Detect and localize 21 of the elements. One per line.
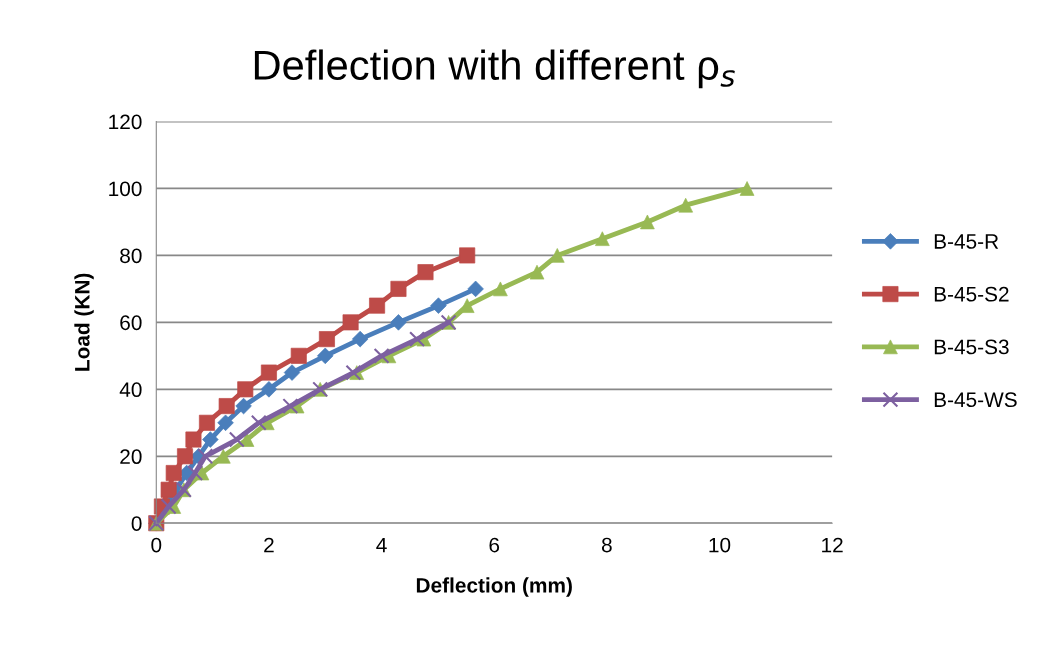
x-tick-label: 10	[709, 537, 731, 553]
chart-title: Deflection with different ρ$_{s}$	[254, 49, 735, 89]
x-tick-label: 0	[151, 537, 162, 553]
x-tick-label: 4	[376, 537, 387, 553]
y-tick-label: 20	[120, 449, 142, 465]
legend-label: B-45-S3	[934, 339, 1009, 355]
legend-label: B-45-S2	[934, 286, 1009, 302]
y-tick-label: 0	[131, 516, 142, 531]
y-axis-title: Load (KN)	[74, 273, 94, 371]
legend-label: B-45-R	[934, 234, 999, 249]
x-axis-title: Deflection (mm)	[416, 577, 572, 597]
x-tick-label: 6	[489, 537, 500, 553]
y-tick-label: 80	[120, 248, 142, 264]
y-tick-label: 100	[109, 181, 142, 197]
y-tick-label: 60	[120, 315, 142, 331]
y-tick-label: 120	[109, 114, 142, 130]
x-tick-label: 2	[264, 537, 274, 553]
y-tick-label: 40	[119, 382, 142, 398]
x-tick-label: 12	[822, 537, 843, 553]
legend-label: B-45-WS	[934, 392, 1017, 408]
x-tick-label: 8	[601, 537, 612, 553]
